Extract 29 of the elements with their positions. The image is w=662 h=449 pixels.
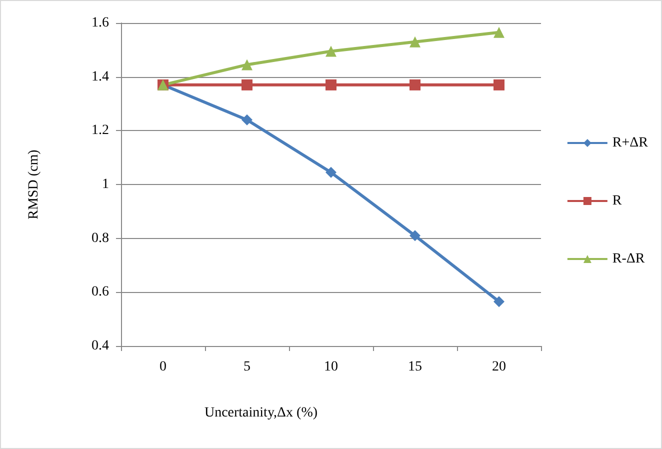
x-tick-label: 5: [244, 360, 250, 374]
y-tick-label: 0.4: [92, 338, 109, 354]
point: [326, 46, 336, 57]
y-tick-label: 1: [102, 177, 109, 192]
point: [326, 166, 336, 178]
point: [410, 36, 420, 48]
y-tick-label: 1.4: [92, 69, 109, 84]
x-tick-label: 20: [492, 360, 506, 374]
point: [410, 79, 420, 90]
point: [242, 114, 252, 126]
y-tick-label: 1.6: [92, 16, 109, 30]
point: [326, 79, 336, 90]
y-axis-title: RMSD (cm): [26, 149, 42, 220]
point: [494, 26, 504, 38]
y-tick-label: 0.6: [92, 284, 109, 300]
y-tick-label: 0.8: [92, 230, 109, 246]
point: [494, 79, 504, 90]
x-tick-label: 0: [160, 360, 166, 374]
y-tick-label: 1.2: [92, 123, 109, 138]
legend-label: R+ΔR: [612, 136, 649, 150]
point: [410, 230, 420, 242]
legend-label: R: [612, 194, 622, 208]
point: [494, 296, 504, 308]
legend-label: R-ΔR: [612, 252, 646, 266]
x-axis-title: Uncertainity,Δx (%): [204, 406, 318, 420]
point: [242, 59, 252, 70]
point: [242, 79, 252, 90]
x-tick-label: 15: [408, 360, 422, 374]
x-tick-label: 10: [324, 360, 338, 374]
